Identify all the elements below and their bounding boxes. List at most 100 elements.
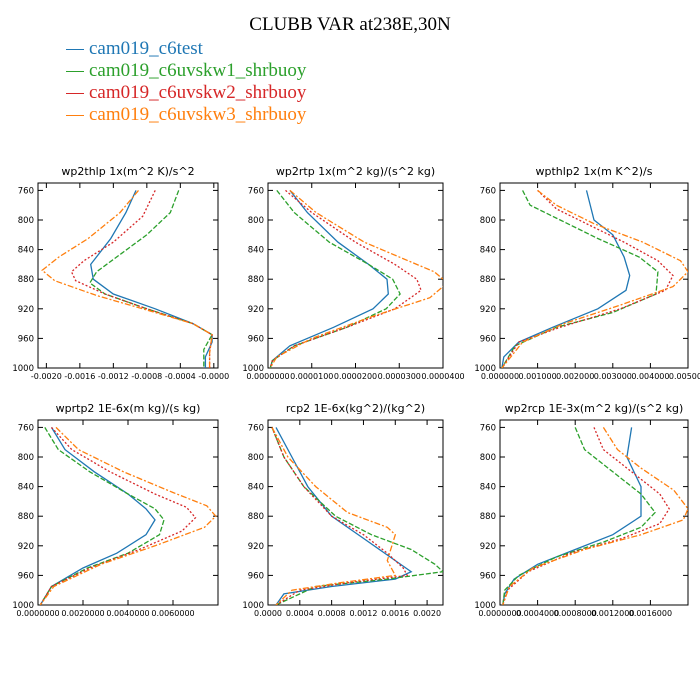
series-line-cam019_c6test <box>502 427 642 605</box>
y-tick-label: 840 <box>18 246 34 256</box>
plot-frame <box>499 419 689 606</box>
y-tick-label: 920 <box>480 305 496 315</box>
series-line-cam019_c6uvskw2_shrbuoy <box>271 427 409 605</box>
x-tick-label: 0.0016 <box>381 609 409 618</box>
y-tick-label: 920 <box>18 305 34 315</box>
legend-label: cam019_c6uvskw2_shrbuoy <box>89 82 307 103</box>
y-tick-label: 960 <box>18 571 34 581</box>
y-tick-label: 1000 <box>12 364 34 374</box>
series-line-cam019_c6uvskw2_shrbuoy <box>501 189 674 368</box>
y-tick-label: 960 <box>18 334 34 344</box>
x-tick-label: 0.003000 <box>594 372 632 381</box>
y-tick-label: 1000 <box>474 601 496 611</box>
y-tick-label: 920 <box>480 542 496 552</box>
series-line-cam019_c6uvskw3_shrbuoy <box>501 189 688 368</box>
series-line-cam019_c6uvskw1_shrbuoy <box>269 189 401 368</box>
series-line-cam019_c6uvskw2_shrbuoy <box>269 189 422 368</box>
y-tick-label: 840 <box>18 483 34 493</box>
legend-label: cam019_c6uvskw3_shrbuoy <box>89 104 307 125</box>
x-tick-label: 0.0012000 <box>591 609 634 618</box>
panel-wp2rcp: wp2rcp 1E-3x(m^2 kg)/(s^2 kg) 760 800 840 88… <box>474 402 689 618</box>
panel-title: wprtp2 1E-6x(m kg)/(s kg) <box>56 402 201 415</box>
x-tick-label: 0.004000 <box>631 372 669 381</box>
x-tick-label: 0.0000300 <box>378 372 421 381</box>
plot-frame <box>267 419 444 606</box>
y-tick-label: 800 <box>248 216 264 226</box>
x-tick-label: 0.0000400 <box>421 372 464 381</box>
y-tick-label: 840 <box>480 483 496 493</box>
legend-swatch <box>66 49 84 50</box>
y-tick-label: 1000 <box>12 601 34 611</box>
plot-frame <box>499 182 689 369</box>
x-tick-label: 0.002000 <box>556 372 594 381</box>
y-tick-label: 760 <box>480 186 496 196</box>
y-tick-label: 760 <box>248 423 264 433</box>
x-tick-label: -0.0008 <box>131 372 162 381</box>
series-line-cam019_c6uvskw3_shrbuoy <box>271 427 397 605</box>
panel-wp2rtp: wp2rtp 1x(m^2 kg)/(s^2 kg) 760 800 840 880 92… <box>242 165 464 381</box>
x-tick-label: 0.0000000 <box>478 609 521 618</box>
x-tick-label: 0.0000200 <box>334 372 377 381</box>
series-line-cam019_c6uvskw1_shrbuoy <box>39 427 165 605</box>
series-line-cam019_c6uvskw2_shrbuoy <box>502 427 670 605</box>
series-line-cam019_c6test <box>275 427 413 605</box>
panel-title: wpthlp2 1x(m K^2)/s <box>536 165 653 178</box>
x-tick-label: 0.0004000 <box>516 609 559 618</box>
y-tick-label: 800 <box>18 216 34 226</box>
y-tick-label: 880 <box>18 275 34 285</box>
series-line-cam019_c6uvskw1_shrbuoy <box>89 190 213 368</box>
y-tick-label: 800 <box>18 453 34 463</box>
x-tick-label: -0.0016 <box>64 372 95 381</box>
y-tick-label: 960 <box>480 334 496 344</box>
series-line-cam019_c6uvskw1_shrbuoy <box>271 427 443 605</box>
y-tick-label: 800 <box>480 453 496 463</box>
y-tick-label: 960 <box>248 571 264 581</box>
y-tick-label: 880 <box>480 275 496 285</box>
panel-title: wp2thlp 1x(m^2 K)/s^2 <box>61 165 194 178</box>
y-tick-label: 880 <box>18 512 34 522</box>
x-tick-label: 0.001000 <box>519 372 557 381</box>
y-tick-label: 800 <box>480 216 496 226</box>
panel-title: wp2rcp 1E-3x(m^2 kg)/(s^2 kg) <box>505 402 684 415</box>
y-tick-label: 920 <box>18 542 34 552</box>
x-tick-label: 0.0000000 <box>246 372 289 381</box>
x-tick-label: -0.0004 <box>165 372 196 381</box>
x-tick-label: 0.0020000 <box>61 609 104 618</box>
y-tick-label: 920 <box>248 542 264 552</box>
y-tick-label: 760 <box>18 186 34 196</box>
x-tick-label: 0.0000 <box>254 609 282 618</box>
series-line-cam019_c6uvskw3_shrbuoy <box>41 189 213 368</box>
legend-label: cam019_c6test <box>89 38 203 59</box>
x-tick-label: 0.0004 <box>286 609 314 618</box>
panel-wpthlp2: wpthlp2 1x(m K^2)/s 760 800 840 880 920 960 100… <box>474 165 700 381</box>
series-line-cam019_c6uvskw3_shrbuoy <box>39 426 217 605</box>
series-line-cam019_c6uvskw2_shrbuoy <box>39 426 197 605</box>
x-tick-label: 0.0040000 <box>106 609 149 618</box>
x-tick-label: -0.0000 <box>198 372 229 381</box>
y-tick-label: 760 <box>248 186 264 196</box>
series-line-cam019_c6test <box>90 190 213 368</box>
chart-title: CLUBB VAR at238E,30N <box>249 14 451 35</box>
x-tick-label: -0.0020 <box>31 372 62 381</box>
x-tick-label: 0.0060000 <box>151 609 194 618</box>
x-tick-label: 0.0012 <box>349 609 377 618</box>
x-tick-label: -0.0012 <box>98 372 129 381</box>
y-tick-label: 760 <box>480 423 496 433</box>
y-tick-label: 960 <box>248 334 264 344</box>
y-tick-label: 840 <box>248 483 264 493</box>
legend-swatch <box>66 93 84 94</box>
panel-title: wp2rtp 1x(m^2 kg)/(s^2 kg) <box>276 165 435 178</box>
x-tick-label: 0.005000 <box>669 372 700 381</box>
x-tick-label: 0.0000000 <box>16 609 59 618</box>
series-line-cam019_c6uvskw3_shrbuoy <box>502 427 688 605</box>
series-line-cam019_c6test <box>501 190 631 368</box>
legend-swatch <box>66 115 84 116</box>
x-tick-label: 0.0008000 <box>554 609 597 618</box>
y-tick-label: 880 <box>248 512 264 522</box>
panel-wprtp2: wprtp2 1E-6x(m kg)/(s kg) 760 800 840 880 920… <box>12 402 219 618</box>
legend-swatch <box>66 71 84 72</box>
y-tick-label: 960 <box>480 571 496 581</box>
x-tick-label: 0.0008 <box>318 609 346 618</box>
series-line-cam019_c6uvskw3_shrbuoy <box>269 189 443 368</box>
